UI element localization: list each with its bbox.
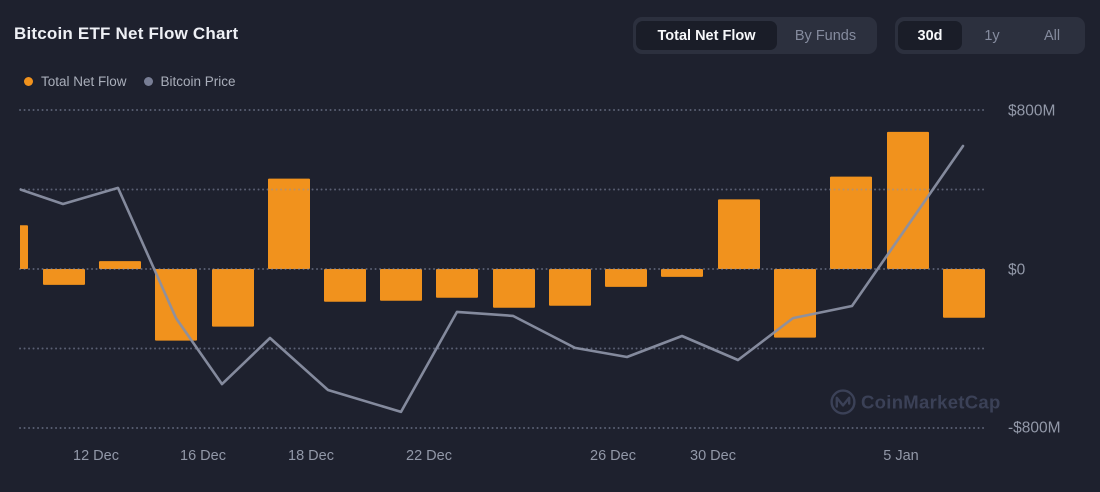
y-tick-neg-800m: -$800M	[1008, 420, 1061, 437]
bitcoin-price-line	[20, 144, 965, 414]
net-flow-bar	[99, 261, 141, 269]
x-axis-labels: 12 Dec 16 Dec 18 Dec 22 Dec 26 Dec 30 Dec 5 Ja…	[73, 448, 919, 464]
toggle-by-funds[interactable]: By Funds	[794, 27, 857, 44]
coinmarketcap-logo-icon	[830, 389, 856, 415]
y-tick-800m: $800M	[1008, 103, 1055, 120]
chart-controls: Total Net Flow By Funds 30d 1y All	[633, 17, 1085, 54]
watermark-label: CoinMarketCap	[861, 392, 1001, 413]
net-flow-bar	[493, 269, 535, 308]
gray-dot-icon	[143, 76, 153, 86]
net-flow-bar	[268, 178, 310, 269]
y-tick-0: $0	[1008, 262, 1026, 279]
orange-dot-icon	[24, 76, 33, 86]
x-tick-label: 16 Dec	[180, 448, 226, 464]
legend-label: Total Net Flow	[41, 73, 127, 89]
x-tick-label: 26 Dec	[590, 448, 636, 464]
net-flow-bar	[436, 269, 478, 298]
net-flow-bar	[20, 225, 28, 269]
toggle-range-30d[interactable]: 30d	[898, 21, 962, 50]
range-toggle-group: 30d 1y All	[895, 17, 1085, 54]
net-flow-bar	[718, 199, 760, 269]
net-flow-bar	[43, 269, 85, 285]
net-flow-bar	[380, 269, 422, 301]
view-toggle-group: Total Net Flow By Funds	[633, 17, 877, 54]
x-tick-label: 12 Dec	[73, 448, 119, 464]
net-flow-bar	[212, 269, 254, 327]
gridlines	[19, 109, 988, 429]
net-flow-bar	[605, 269, 647, 287]
net-flow-bar	[549, 269, 591, 306]
bitcoin-price-polyline	[20, 144, 965, 414]
legend-item-total-net-flow: Total Net Flow	[24, 74, 127, 89]
net-flow-bar	[324, 269, 366, 302]
net-flow-bar	[943, 269, 985, 318]
y-axis-labels: $800M $0 -$800M	[1008, 103, 1061, 437]
net-flow-bar	[830, 176, 872, 269]
net-flow-bars	[20, 131, 985, 341]
net-flow-bar	[155, 269, 197, 341]
toggle-range-1y[interactable]: 1y	[984, 27, 1000, 44]
coinmarketcap-watermark: CoinMarketCap	[830, 389, 1001, 415]
net-flow-bar	[661, 269, 703, 277]
x-tick-label: 5 Jan	[883, 448, 918, 464]
chart-legend: Total Net Flow Bitcoin Price	[24, 72, 236, 90]
toggle-range-all[interactable]: All	[1043, 27, 1061, 44]
net-flow-bar	[774, 269, 816, 338]
x-tick-label: 30 Dec	[690, 448, 736, 464]
page-title: Bitcoin ETF Net Flow Chart	[14, 24, 239, 43]
x-tick-label: 18 Dec	[288, 448, 334, 464]
x-tick-label: 22 Dec	[406, 448, 452, 464]
legend-item-bitcoin-price: Bitcoin Price	[143, 73, 236, 89]
toggle-total-net-flow[interactable]: Total Net Flow	[636, 21, 777, 50]
legend-label: Bitcoin Price	[160, 73, 236, 89]
net-flow-bar	[887, 131, 929, 269]
